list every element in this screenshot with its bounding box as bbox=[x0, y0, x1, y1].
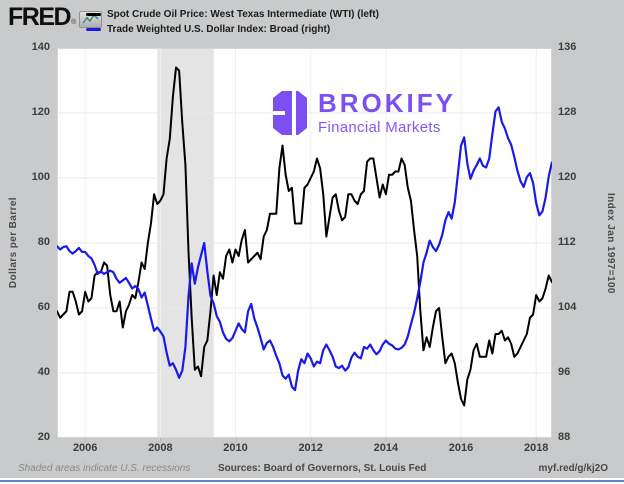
brokify-tagline: Financial Markets bbox=[318, 119, 441, 136]
recession-note: Shaded areas indicate U.S. recessions bbox=[18, 463, 191, 474]
x-axis-tick-label: 2008 bbox=[148, 442, 173, 454]
dollar-index-line bbox=[57, 106, 552, 392]
left-axis-tick-label: 40 bbox=[37, 366, 50, 378]
x-axis-tick-mark bbox=[536, 438, 538, 442]
brokify-logo-icon bbox=[273, 91, 307, 135]
registered-trademark-icon: ® bbox=[71, 19, 77, 26]
x-axis-tick-label: 2018 bbox=[523, 442, 549, 454]
right-axis-tick-label: 104 bbox=[558, 301, 577, 313]
left-axis-tick-label: 20 bbox=[37, 431, 50, 443]
bottom-accent-line bbox=[0, 480, 624, 482]
x-axis-tick-label: 2010 bbox=[223, 442, 248, 454]
x-axis-tick-label: 2006 bbox=[72, 442, 98, 454]
dollar-series-swatch-icon bbox=[86, 28, 101, 31]
left-axis-tick-label: 60 bbox=[37, 301, 50, 313]
x-axis-tick-mark bbox=[235, 438, 237, 442]
right-axis-tick-label: 120 bbox=[558, 171, 577, 183]
right-axis-tick-label: 88 bbox=[558, 431, 571, 443]
x-axis-tick-mark bbox=[85, 438, 87, 442]
right-axis-tick-label: 96 bbox=[558, 366, 571, 378]
fred-short-link[interactable]: myf.red/g/kj2O bbox=[538, 463, 608, 474]
x-axis-tick-mark bbox=[385, 438, 387, 442]
x-axis-tick-mark bbox=[310, 438, 312, 442]
fred-logo-text: FRED bbox=[8, 3, 72, 31]
chart-svg bbox=[57, 48, 552, 438]
legend-label-dollar: Trade Weighted U.S. Dollar Index: Broad … bbox=[107, 24, 331, 35]
right-axis-tick-label: 112 bbox=[558, 236, 576, 248]
x-axis-tick-mark bbox=[461, 438, 463, 442]
brokify-name: BROKIFY bbox=[318, 88, 456, 118]
left-axis-tick-label: 140 bbox=[31, 41, 50, 53]
legend-item-oil: Spot Crude Oil Price: West Texas Interme… bbox=[86, 8, 379, 21]
left-axis-tick-label: 100 bbox=[31, 171, 50, 183]
left-axis-tick-label: 120 bbox=[31, 106, 50, 118]
sources-text: Sources: Board of Governors, St. Louis F… bbox=[218, 463, 427, 474]
oil-price-line bbox=[57, 66, 552, 407]
x-axis-tick-mark bbox=[160, 438, 162, 442]
right-axis-tick-label: 128 bbox=[558, 106, 577, 118]
right-axis-tick-label: 136 bbox=[558, 41, 577, 53]
chart-plot-area: BROKIFY Financial Markets bbox=[57, 48, 552, 438]
bottom-strip bbox=[0, 478, 624, 484]
legend-item-dollar: Trade Weighted U.S. Dollar Index: Broad … bbox=[86, 23, 379, 36]
brokify-watermark-text: BROKIFY Financial Markets bbox=[318, 90, 456, 136]
x-axis-tick-label: 2016 bbox=[448, 442, 474, 454]
legend-label-oil: Spot Crude Oil Price: West Texas Interme… bbox=[107, 9, 379, 20]
x-axis-tick-label: 2012 bbox=[298, 442, 323, 454]
left-axis-tick-label: 80 bbox=[37, 236, 50, 248]
chart-legend: Spot Crude Oil Price: West Texas Interme… bbox=[86, 8, 379, 38]
plot-border bbox=[57, 48, 552, 438]
right-axis-title: Index Jan 1997=100 bbox=[605, 192, 616, 294]
x-axis-tick-label: 2014 bbox=[373, 442, 399, 454]
brokify-watermark: BROKIFY Financial Markets bbox=[273, 90, 456, 136]
oil-series-swatch-icon bbox=[86, 13, 101, 16]
